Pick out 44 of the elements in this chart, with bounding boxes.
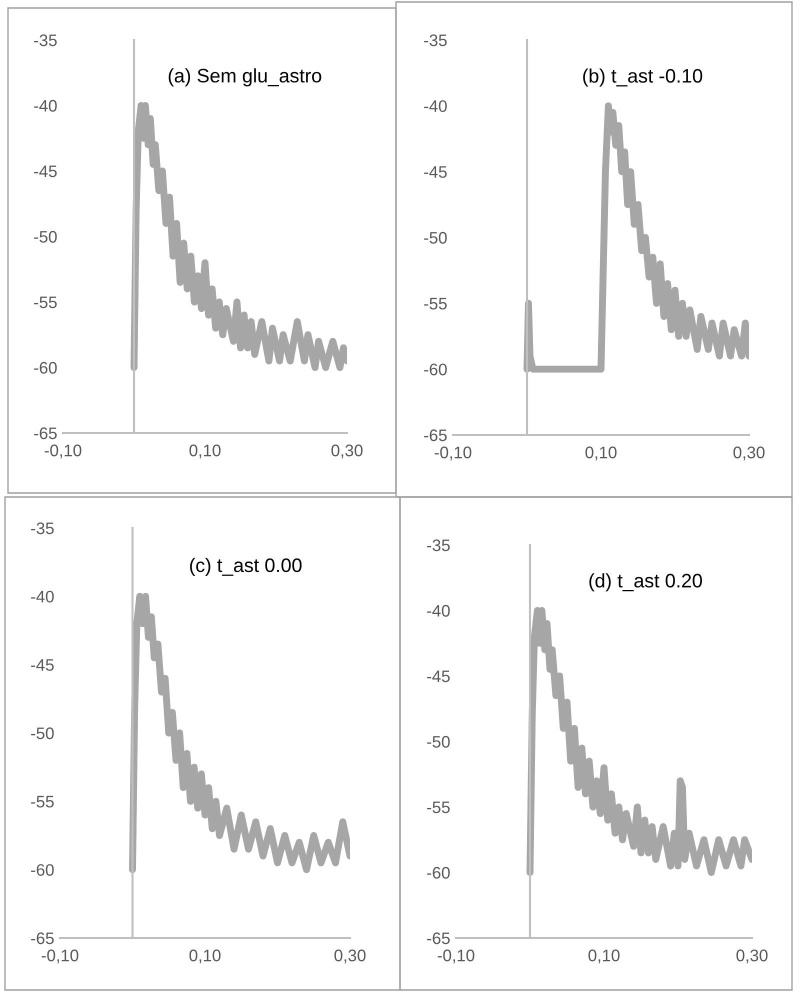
x-tick-label: -0,10 bbox=[434, 446, 472, 460]
y-tick-label: -60 bbox=[427, 866, 450, 879]
y-tick-label: -65 bbox=[31, 932, 54, 944]
x-tick-label: 0,10 bbox=[588, 950, 620, 964]
y-tick-label: -55 bbox=[427, 802, 450, 814]
x-tick-label: -0,10 bbox=[42, 950, 78, 964]
y-tick-label: -45 bbox=[31, 659, 54, 671]
y-tick-label: -50 bbox=[424, 232, 447, 244]
y-tick-label: -60 bbox=[31, 864, 54, 876]
y-tick-label: -60 bbox=[424, 364, 447, 376]
y-tick-label: -45 bbox=[427, 670, 450, 682]
y-tick-label: -40 bbox=[34, 100, 57, 112]
x-tick-label: -0,10 bbox=[438, 950, 474, 964]
y-tick-label: -35 bbox=[34, 34, 57, 46]
y-tick-label: -50 bbox=[427, 736, 450, 748]
text: (b) t_ast -0.10 bbox=[583, 68, 702, 87]
y-tick-label: -50 bbox=[31, 727, 54, 740]
y-tick-label: -60 bbox=[34, 362, 57, 374]
y-tick-label: -40 bbox=[424, 100, 447, 112]
y-tick-label: -55 bbox=[31, 796, 54, 808]
y-tick-label: -35 bbox=[31, 522, 54, 534]
x-tick-label: 0,30 bbox=[733, 446, 765, 460]
x-tick-label: 0,10 bbox=[585, 446, 617, 460]
y-tick-label: -40 bbox=[31, 590, 54, 603]
y-tick-label: -35 bbox=[427, 539, 450, 552]
text: (a) Sem glu_astro bbox=[168, 68, 322, 86]
y-tick-label: -45 bbox=[34, 166, 57, 178]
text: (c) t_ast 0.00 bbox=[190, 558, 302, 576]
y-tick-label: -65 bbox=[427, 932, 450, 944]
y-tick-label: -65 bbox=[424, 429, 447, 442]
y-tick-label: -35 bbox=[424, 34, 447, 46]
x-tick-label: 0,10 bbox=[189, 950, 221, 964]
y-tick-label: -40 bbox=[427, 604, 450, 617]
y-tick-label: -45 bbox=[424, 166, 447, 178]
text: (d) t_ast 0.20 bbox=[589, 573, 702, 592]
y-tick-label: -50 bbox=[34, 230, 57, 243]
y-tick-label: -65 bbox=[34, 427, 57, 440]
x-tick-label: 0,30 bbox=[334, 950, 366, 964]
x-tick-label: 0,30 bbox=[736, 950, 768, 964]
y-tick-label: -55 bbox=[34, 296, 57, 308]
x-tick-label: -0,10 bbox=[44, 444, 82, 458]
y-tick-label: -55 bbox=[424, 298, 447, 310]
x-tick-label: 0,30 bbox=[331, 444, 363, 458]
x-tick-label: 0,10 bbox=[189, 444, 221, 458]
